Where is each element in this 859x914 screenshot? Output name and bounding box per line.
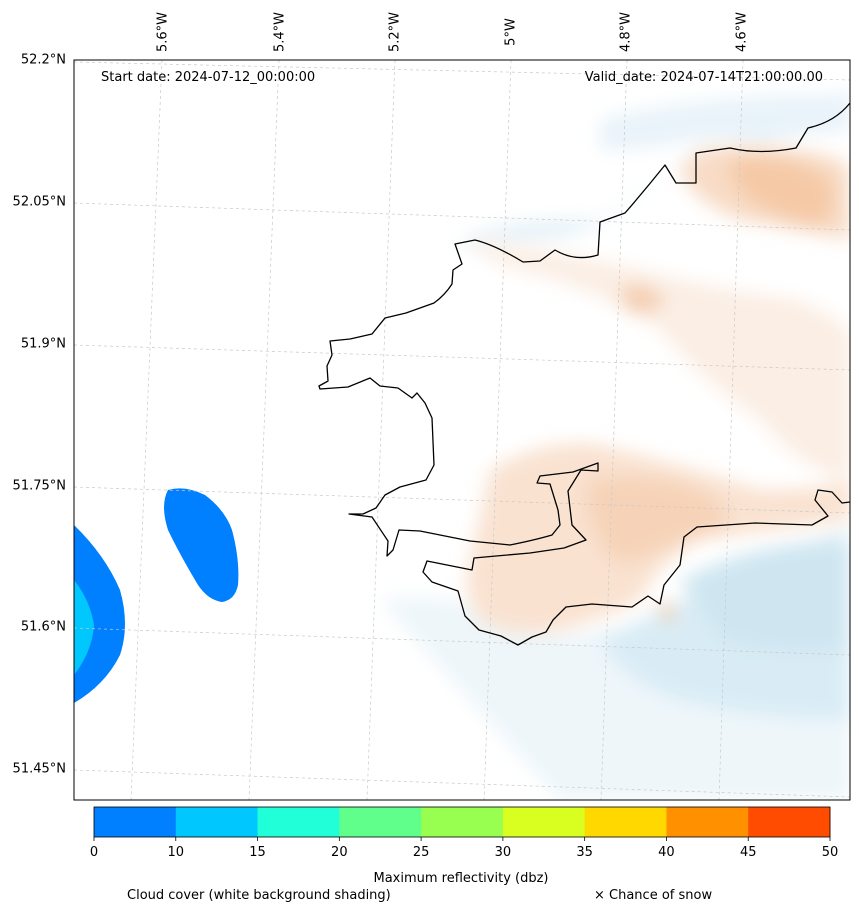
map-area bbox=[74, 60, 850, 800]
colorbar-tick-label: 30 bbox=[494, 845, 512, 860]
snow-legend: × Chance of snow bbox=[594, 888, 713, 903]
colorbar-frame bbox=[93, 806, 831, 838]
colorbar-tick-label: 40 bbox=[658, 845, 675, 860]
colorbar bbox=[93, 806, 831, 841]
colorbar-tick-label: 0 bbox=[89, 845, 99, 860]
start-date-label: Start date: 2024-07-12_00:00:00 bbox=[101, 70, 316, 85]
colorbar-swatch bbox=[257, 807, 340, 837]
cloud-cover-legend: Cloud cover (white background shading) bbox=[127, 888, 391, 903]
colorbar-title: Maximum reflectivity (dbz) bbox=[373, 871, 549, 886]
lon-label-4-8: 4.8°W bbox=[618, 11, 634, 53]
valid-date-label: Valid_date: 2024-07-14T21:00:00.00 bbox=[584, 70, 823, 85]
colorbar-tick-label: 45 bbox=[739, 845, 757, 860]
reflectivity-blobs bbox=[74, 488, 239, 703]
colorbar-tick-label: 15 bbox=[249, 845, 266, 860]
colorbar-tick-label: 50 bbox=[821, 845, 839, 860]
lon-label-5: 5°W bbox=[503, 18, 519, 46]
lat-label-52-05: 52.05°N bbox=[12, 194, 66, 210]
lon-label-5-4: 5.4°W bbox=[272, 11, 288, 53]
colorbar-swatch bbox=[666, 807, 749, 837]
colorbar-swatch bbox=[421, 807, 504, 837]
lat-label-51-45: 51.45°N bbox=[12, 761, 66, 777]
cloud-cover-shading bbox=[380, 90, 850, 800]
colorbar-swatch bbox=[584, 807, 667, 837]
lat-label-51-6: 51.6°N bbox=[20, 619, 66, 635]
lon-label-4-6: 4.6°W bbox=[734, 11, 750, 53]
colorbar-swatch bbox=[94, 807, 177, 837]
colorbar-tick-label: 20 bbox=[331, 845, 348, 860]
colorbar-swatch bbox=[175, 807, 259, 837]
map-frame bbox=[73, 59, 851, 801]
colorbar-tick-label: 35 bbox=[576, 845, 593, 860]
colorbar-swatches bbox=[94, 807, 831, 837]
coastline bbox=[318, 102, 850, 646]
lat-label-51-9: 51.9°N bbox=[20, 336, 66, 352]
lat-label-51-75: 51.75°N bbox=[12, 478, 66, 494]
lat-label-52-2: 52.2°N bbox=[20, 52, 66, 68]
lon-label-5-2: 5.2°W bbox=[387, 11, 403, 53]
reflectivity-shading bbox=[466, 146, 850, 634]
lon-label-5-6: 5.6°W bbox=[155, 11, 171, 53]
colorbar-tick-label: 10 bbox=[167, 845, 185, 860]
colorbar-swatch bbox=[502, 807, 586, 837]
colorbar-swatch bbox=[748, 807, 831, 837]
colorbar-ticks bbox=[93, 837, 831, 841]
colorbar-swatch bbox=[339, 807, 422, 837]
colorbar-tick-label: 25 bbox=[412, 845, 430, 860]
